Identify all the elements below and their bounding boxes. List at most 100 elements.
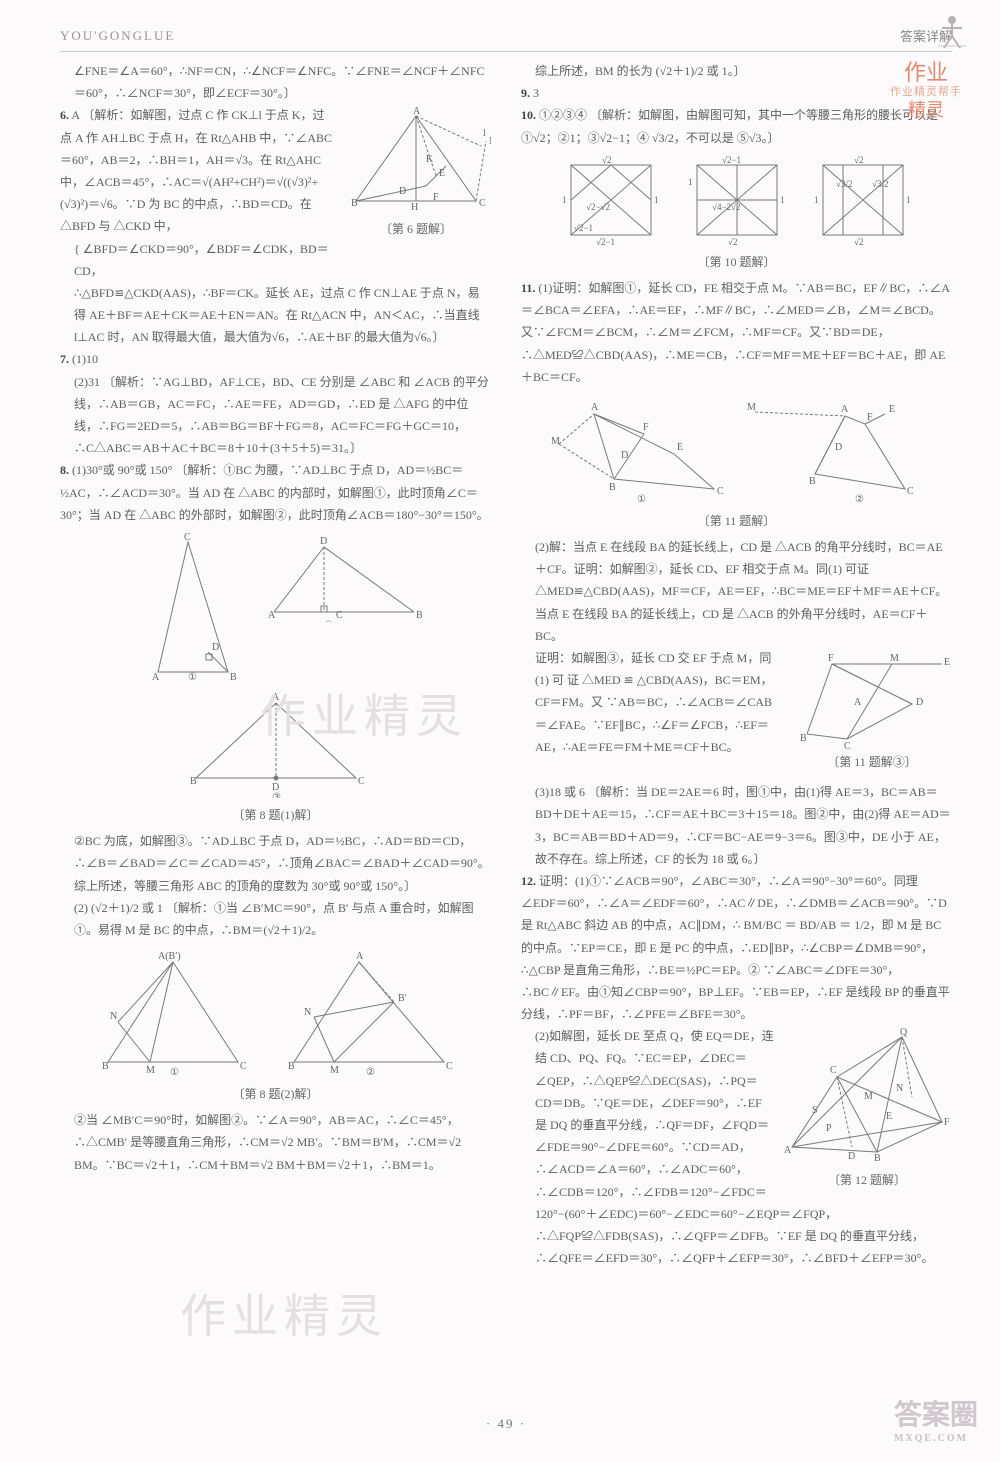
svg-text:√2−1: √2−1 — [722, 155, 741, 165]
corner-logo: 答案圈 MXQE.COM — [894, 1393, 978, 1444]
q11-p1: (1)证明：如解图①，延长 CD，FE 相交于点 M。∵AB＝BC，EF∥BC，… — [521, 281, 950, 384]
svg-text:E: E — [439, 168, 445, 179]
svg-text:N: N — [896, 1083, 903, 1094]
svg-text:C: C — [717, 486, 724, 497]
q12-label: 12. — [521, 874, 536, 888]
svg-text:B: B — [351, 198, 358, 209]
figure-q10: √211√2−√2√2−1√2−1 √2−111√4−2√2√2 √211√3/… — [521, 155, 952, 245]
svg-text:B′: B′ — [398, 993, 407, 1004]
svg-text:C: C — [830, 1065, 837, 1076]
svg-text:√2: √2 — [854, 237, 863, 245]
corner-logo-main: 答案圈 — [894, 1400, 978, 1431]
svg-text:√2: √2 — [602, 155, 611, 165]
svg-text:M: M — [146, 1065, 155, 1076]
q8-p2: ②BC 为底，如解图③。∵AD⊥BC 于点 D，AD＝½BC，∴AD＝BD＝CD… — [60, 830, 491, 897]
svg-text:M: M — [890, 653, 899, 664]
svg-text:B: B — [874, 1153, 881, 1164]
svg-text:1: 1 — [562, 195, 567, 205]
svg-text:D: D — [835, 442, 842, 453]
figure-q8-1b: ABCD③ — [60, 688, 491, 798]
svg-text:③: ③ — [272, 792, 281, 798]
q6-text-b: ∴△BFD≌△CKD(AAS)，∴BF＝CK。延长 AE，过点 C 作 CN⊥A… — [60, 282, 491, 349]
svg-text:B: B — [230, 672, 237, 682]
stamp-main: 作业 — [890, 60, 962, 86]
svg-text:M: M — [747, 402, 756, 413]
svg-text:√2−1: √2−1 — [574, 223, 593, 233]
svg-text:M: M — [864, 1091, 873, 1102]
svg-text:M: M — [551, 436, 560, 447]
svg-text:①: ① — [637, 494, 646, 504]
svg-text:C: C — [240, 1061, 247, 1072]
svg-text:E: E — [677, 442, 683, 453]
caption-q11: 〔第 11 题解〕 — [521, 510, 952, 532]
svg-text:1: 1 — [780, 195, 785, 205]
left-column: ∠FNE＝∠A＝60°，∴NF＝CN，∴∠NCF＝∠NFC。∵∠FNE＝∠NCF… — [60, 60, 491, 1412]
svg-text:C: C — [336, 610, 343, 621]
svg-text:D: D — [621, 450, 628, 461]
figure-q12: QCA DBF SMN EP 〔第 12 题解〕 — [782, 1027, 952, 1195]
svg-text:N: N — [304, 1007, 311, 1018]
caption-q11-3: 〔第 11 题解③〕 — [792, 751, 952, 773]
svg-text:A: A — [854, 697, 862, 708]
figure-q8-1: CABD① DACB② — [60, 532, 491, 682]
stamp-overlay: 作业 作业精灵帮手 精灵 — [890, 60, 962, 121]
header-left: YOU'GONGLUE — [60, 28, 175, 44]
svg-text:P: P — [826, 1123, 832, 1134]
svg-text:C: C — [479, 198, 486, 209]
svg-text:D: D — [212, 642, 219, 653]
stamp-sub2: 精灵 — [890, 100, 962, 122]
caption-q10: 〔第 10 题解〕 — [521, 251, 952, 273]
svg-text:C: C — [184, 532, 191, 543]
svg-text:B: B — [609, 482, 616, 493]
svg-text:1: 1 — [688, 177, 693, 187]
q8-p4: ②当 ∠MB′C＝90°时，如解图②。∵∠A＝90°，AB＝AC，∴∠C＝45°… — [60, 1109, 491, 1176]
svg-text:A: A — [356, 951, 364, 962]
pre-q6-text: ∠FNE＝∠A＝60°，∴NF＝CN，∴∠NCF＝∠NFC。∵∠FNE＝∠NCF… — [60, 60, 491, 104]
figure-q6: Al BC NK HD FE 〔第 6 题解〕 — [341, 106, 491, 244]
svg-text:E: E — [886, 1111, 892, 1122]
svg-text:Q: Q — [900, 1027, 908, 1038]
figure-q11: AFEBCMD① MAFEBCD② — [521, 394, 952, 504]
q7-p1: (1)10 — [72, 352, 98, 366]
q8-label: 8. — [60, 463, 69, 477]
q7-p2: (2)31 〔解析：∵AG⊥BD，AF⊥CE，BD、CE 分别是 ∠ABC 和 … — [60, 371, 491, 460]
svg-text:B: B — [190, 776, 197, 787]
svg-text:N: N — [489, 136, 491, 147]
svg-text:√2−√2: √2−√2 — [586, 202, 610, 212]
svg-text:l: l — [483, 128, 486, 139]
caption-q8-2: 〔第 8 题(2)解〕 — [60, 1083, 491, 1105]
svg-text:A: A — [591, 402, 599, 413]
svg-text:√2−1: √2−1 — [596, 237, 615, 245]
svg-text:F: F — [944, 1117, 950, 1128]
svg-text:A(B′): A(B′) — [158, 951, 181, 962]
page-number: · 49 · — [60, 1416, 952, 1432]
corner-logo-sub: MXQE.COM — [894, 1433, 978, 1444]
svg-text:A: A — [841, 404, 849, 415]
pre-q9: 综上所述，BM 的长为 (√2＋1)/2 或 1。〕 — [521, 60, 952, 82]
svg-text:②: ② — [366, 1067, 375, 1077]
svg-text:A: A — [413, 106, 421, 117]
svg-text:D: D — [916, 697, 923, 708]
q9-text: 3 — [533, 86, 539, 100]
header-figure-icon — [932, 12, 972, 52]
svg-text:F: F — [643, 422, 649, 433]
figure-q11-3: FMEBCDA 〔第 11 题解③〕 — [792, 649, 952, 777]
svg-text:F: F — [433, 192, 439, 203]
svg-text:A: A — [784, 1145, 792, 1156]
stamp-sub1: 作业精灵帮手 — [890, 86, 962, 99]
q11-label: 11. — [521, 281, 535, 295]
svg-text:F: F — [867, 412, 873, 423]
caption-q8-1: 〔第 8 题(1)解〕 — [60, 804, 491, 826]
svg-text:B: B — [809, 476, 816, 487]
svg-text:√2: √2 — [728, 237, 737, 245]
q7-label: 7. — [60, 352, 69, 366]
figure-q8-2: A(B′)BCMN① ABCMNB′② — [60, 947, 491, 1077]
svg-text:1: 1 — [906, 195, 911, 205]
q9-label: 9. — [521, 86, 530, 100]
right-column: 综上所述，BM 的长为 (√2＋1)/2 或 1。〕 9. 3 10. ①②③④… — [521, 60, 952, 1412]
svg-text:M: M — [330, 1065, 339, 1076]
q6-label: 6. — [60, 108, 69, 122]
svg-text:B: B — [102, 1061, 109, 1072]
svg-text:√3/2: √3/2 — [836, 179, 852, 189]
q11-p4: (3)18 或 6 〔解析：当 DE＝2AE＝6 时，图①中，由(1)得 AE＝… — [521, 781, 952, 870]
